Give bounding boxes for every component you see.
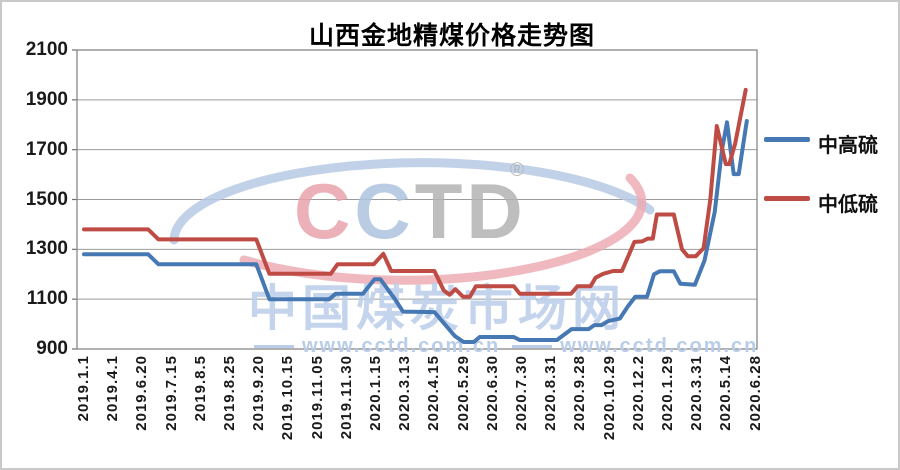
series-line-1 (82, 87, 748, 299)
x-axis-tick-label: 2019.6.20 (133, 355, 151, 431)
x-axis-tick-label: 2020.12.2 (629, 355, 647, 431)
x-axis-tick-label: 2020.1.15 (367, 355, 384, 431)
watermark-logo-letter: C (354, 167, 415, 255)
y-axis-tick-label: 1900 (25, 88, 68, 110)
watermark-url-row: www.cctd.com.cn www.cctd.com.cn (254, 335, 758, 358)
legend-label: 中高硫 (818, 135, 878, 157)
watermark-logo-letter: D (466, 167, 527, 255)
x-axis-tick-label: 2020.4.15 (425, 355, 443, 431)
x-axis-tick-label: 2019.10.15 (279, 355, 297, 441)
x-axis-tick-label: 2019.4.1 (104, 355, 122, 422)
x-axis-tick-label: 2019.1.1 (75, 355, 92, 422)
x-axis-tick-label: 2020.7.30 (513, 355, 530, 431)
watermark-logo-letter: T (414, 167, 467, 255)
y-axis-tick-label: 1300 (25, 238, 68, 260)
chart-title: 山西金地精煤价格走势图 (308, 22, 595, 50)
x-axis-tick-label: 2019.11.05 (308, 355, 326, 440)
x-axis-tick-label: 2020.6.30 (483, 355, 501, 431)
y-axis-tick-label: 900 (36, 338, 68, 359)
x-axis-tick-label: 2020.3.31 (688, 355, 706, 431)
x-axis-tick-label: 2019.8.5 (191, 355, 209, 422)
x-axis-tick-label: 2019.9.20 (250, 355, 268, 431)
watermark-swoosh-pink-arc (239, 173, 647, 285)
x-axis-tick-label: 2019.7.15 (162, 355, 180, 431)
watermark-site-name: 中国煤炭市场网 (248, 282, 627, 336)
x-axis-tick-label: 2020.8.31 (542, 355, 560, 431)
x-axis-tick-label: 2020.1.29 (659, 355, 676, 431)
x-axis-tick-label: 2020.5.29 (454, 355, 472, 431)
watermark-logo: CCTD (294, 172, 527, 250)
x-axis-tick-label: 2020.5.14 (717, 355, 735, 431)
y-axis-tick-label: 1500 (25, 188, 68, 210)
x-axis-tick-label: 2019.8.25 (221, 355, 238, 431)
y-axis-tick-label: 2100 (25, 39, 68, 60)
y-axis-tick-label: 1100 (26, 288, 68, 310)
plot-border (76, 49, 758, 350)
legend-label: 中低硫 (818, 194, 878, 216)
watermark-logo-letter: C (294, 167, 355, 255)
series-line-0 (82, 119, 749, 344)
watermark-swoosh-blue-arc (169, 158, 655, 245)
legend-swatch-red (764, 196, 810, 201)
x-axis-tick-label: 2020.10.29 (600, 355, 618, 441)
x-axis-tick-label: 2019.11.30 (337, 355, 355, 440)
x-axis-tick-label: 2020.3.13 (396, 355, 414, 431)
x-axis-tick-label: 2020.6.28 (746, 355, 764, 431)
x-axis-tick-label: 2020.9.28 (571, 355, 589, 431)
watermark-dash (512, 345, 553, 348)
y-axis-tick-label: 1700 (25, 138, 68, 160)
legend-swatch-blue (764, 137, 810, 142)
watermark-dash (254, 345, 294, 348)
registered-trademark-icon: ® (510, 160, 524, 181)
